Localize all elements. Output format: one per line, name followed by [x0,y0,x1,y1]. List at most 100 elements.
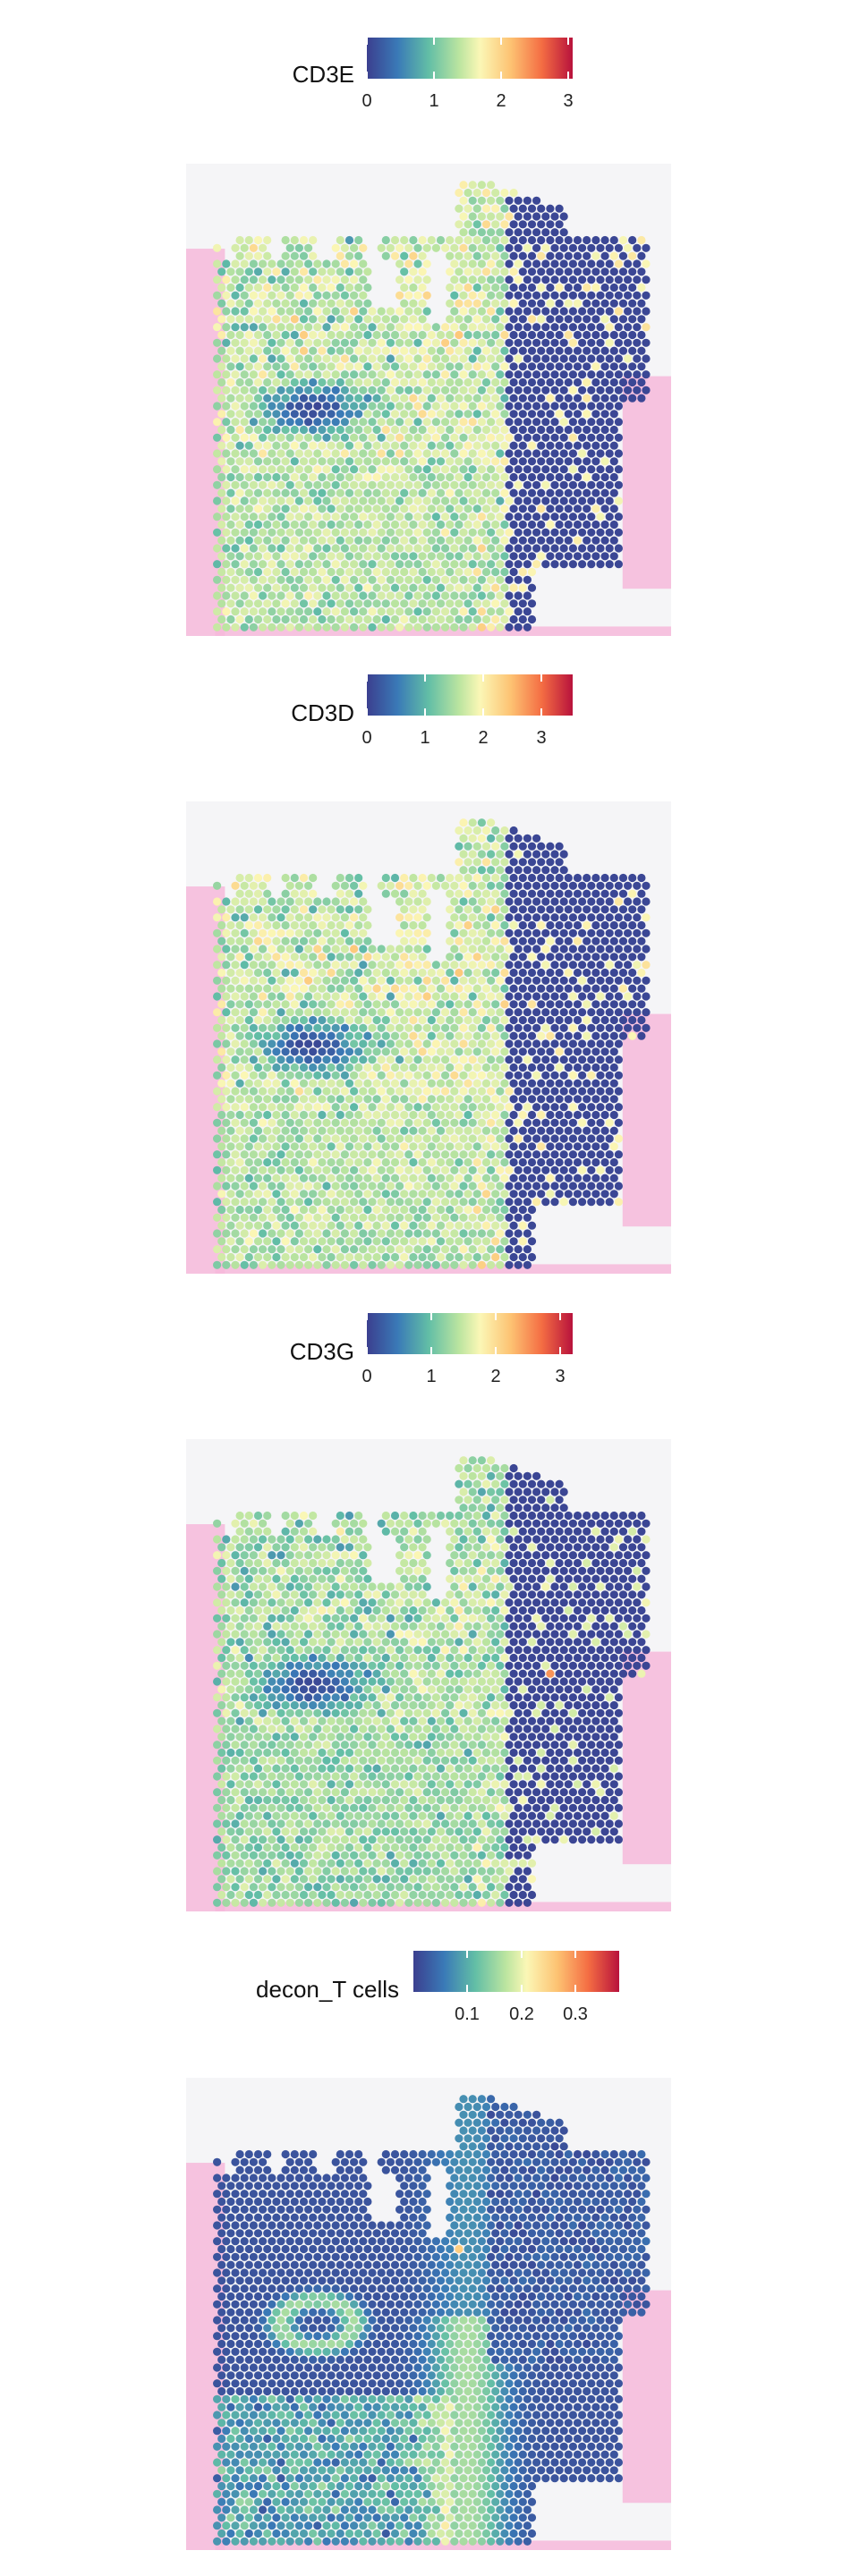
spot [459,275,468,284]
spot [390,1590,400,1599]
spot [523,881,532,890]
spot [404,465,413,474]
spot [472,968,481,978]
spot [259,275,268,284]
spot [259,1008,268,1017]
spot [340,1582,349,1591]
spot [450,1008,459,1017]
spot [390,1000,400,1009]
spot [253,1174,263,1182]
spot [459,449,468,458]
spot [509,315,518,324]
spot [573,1031,583,1040]
spot [628,953,637,962]
spot [327,953,336,962]
spot [446,614,455,624]
spot [450,913,459,922]
spot [496,275,505,284]
spot [464,1031,472,1040]
spot [404,496,413,505]
spot [354,267,363,276]
spot [359,449,368,458]
spot [518,953,527,962]
spot [637,1558,646,1568]
spot [304,465,313,474]
spot [294,1229,303,1238]
spot [363,552,372,561]
spot [294,323,303,332]
spot [541,1150,550,1159]
spot [381,1221,390,1230]
spot [537,1110,546,1120]
spot [226,472,235,482]
spot [509,1015,518,1025]
spot [496,1182,505,1191]
spot [400,1590,409,1599]
spot [509,504,518,513]
spot [226,346,235,355]
spot [459,1008,468,1017]
spot [618,315,628,324]
spot [235,410,244,419]
spot [555,1496,564,1504]
spot [322,418,331,427]
spot [363,968,372,978]
spot [340,1535,349,1544]
spot [436,441,446,450]
spot [217,968,226,978]
spot [464,920,472,930]
spot [322,1566,331,1575]
spot [344,1110,354,1120]
spot [527,1157,537,1167]
spot [505,1118,514,1127]
spot [481,1126,491,1135]
spot [409,1126,418,1135]
spot [477,402,487,411]
spot [304,354,313,363]
spot [537,520,546,530]
spot [400,283,409,292]
spot [468,1566,477,1575]
spot [244,1527,253,1536]
spot [294,881,303,890]
spot [413,928,422,937]
spot [253,1511,263,1521]
spot [587,418,596,427]
spot [618,283,628,292]
spot [541,1023,550,1032]
spot [304,560,313,569]
spot [350,1039,359,1048]
spot [436,377,446,387]
spot [441,976,450,985]
spot [427,472,436,482]
spot [222,528,231,537]
spot [413,1198,422,1207]
spot [564,968,573,978]
spot [568,897,578,906]
spot [455,889,464,898]
spot [573,1174,583,1182]
spot [505,623,514,631]
spot [537,1174,546,1182]
spot [331,1245,340,1254]
spot [472,488,481,497]
spot [537,1079,546,1088]
spot [532,1504,541,1513]
spot [235,599,244,608]
spot [491,283,500,292]
spot [418,599,427,608]
spot [281,1047,290,1056]
spot [450,1023,459,1032]
spot [318,377,327,387]
spot [418,1095,427,1104]
spot [363,536,372,545]
spot [422,591,431,600]
spot [217,362,226,371]
spot [309,1015,318,1025]
spot [609,425,618,435]
spot [244,362,253,371]
spot [409,1000,418,1009]
spot [496,1229,505,1238]
spot [464,1063,472,1072]
spot [285,496,294,505]
